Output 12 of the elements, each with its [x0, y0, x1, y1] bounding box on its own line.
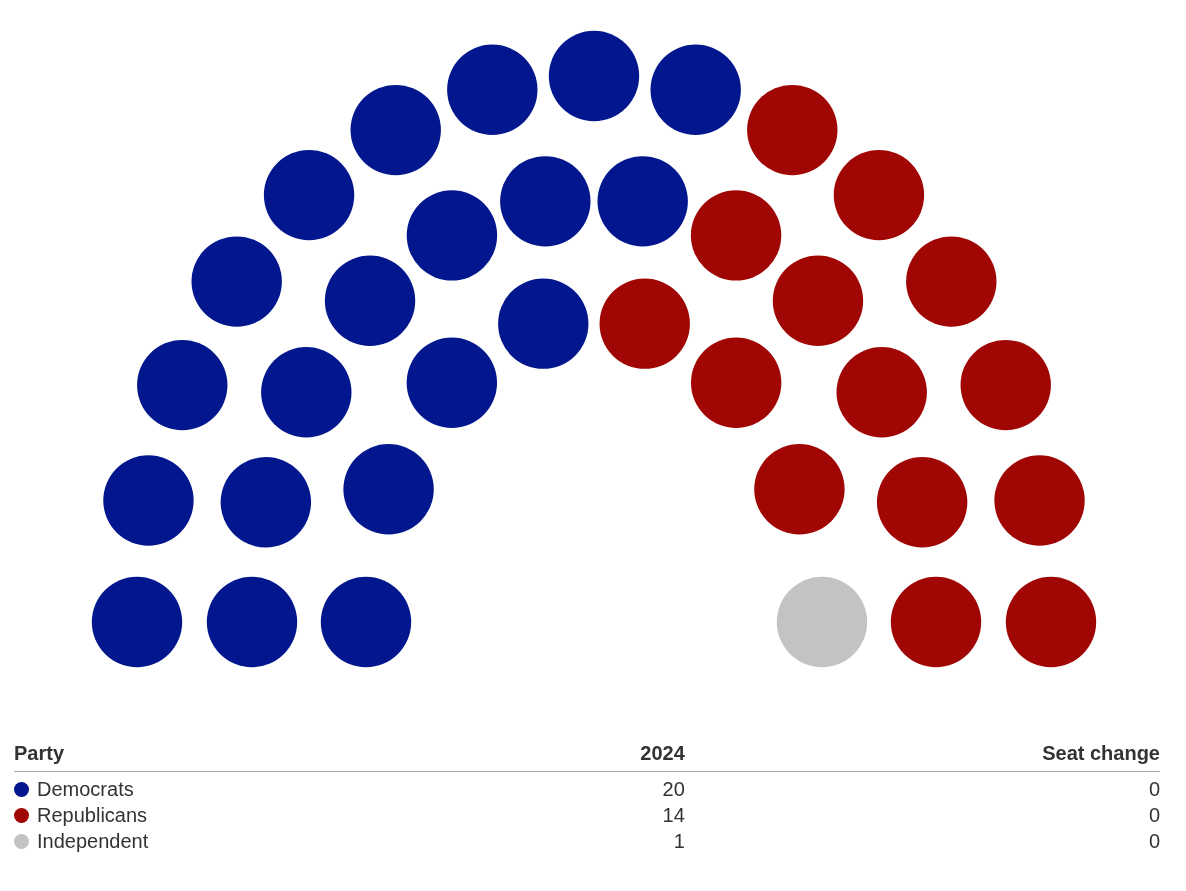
- category-label: Democrats: [36, 777, 135, 800]
- category-label: Independent: [37, 830, 149, 852]
- data-label: 14: [662, 804, 685, 826]
- data-label: 0: [1148, 830, 1160, 852]
- data-label: 1: [673, 830, 685, 852]
- data-label: 0: [1148, 804, 1160, 826]
- text: 2024: [445, 742, 685, 772]
- legend-title: Party: [14, 742, 446, 772]
- data-label: 0: [1147, 777, 1160, 800]
- category-label: Republicans: [37, 804, 148, 826]
- data-label: 20: [661, 777, 685, 800]
- text: Seat change: [684, 742, 1160, 772]
